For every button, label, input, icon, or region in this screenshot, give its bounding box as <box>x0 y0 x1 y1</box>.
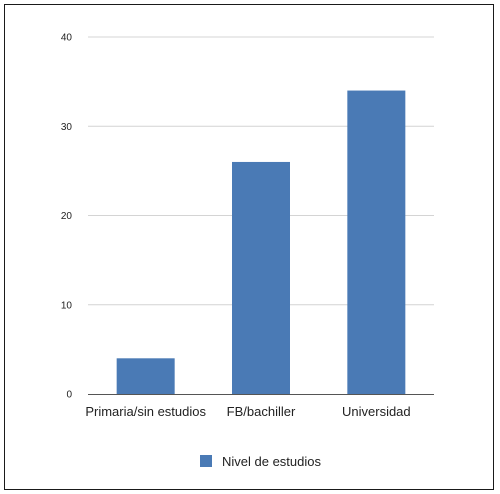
bar <box>116 358 175 394</box>
y-tick-label: 30 <box>61 122 73 133</box>
bar <box>347 90 406 395</box>
bars <box>116 90 406 395</box>
legend-label: Nivel de estudios <box>222 454 321 469</box>
x-category-label: Primaria/sin estudios <box>85 404 206 419</box>
y-tick-label: 10 <box>61 300 73 311</box>
legend-swatch <box>200 455 212 467</box>
y-tick-label: 20 <box>61 211 73 222</box>
x-category-label: Universidad <box>342 404 411 419</box>
y-tick-label: 40 <box>61 33 73 44</box>
y-tick-label: 0 <box>66 390 72 401</box>
x-axis-category-labels: Primaria/sin estudios FB/bachiller Univers… <box>85 404 410 419</box>
bar <box>232 161 290 394</box>
x-category-label: FB/bachiller <box>227 404 296 419</box>
y-axis-tick-labels: 0 10 20 30 40 <box>61 33 73 401</box>
legend: Nivel de estudios <box>200 454 321 469</box>
